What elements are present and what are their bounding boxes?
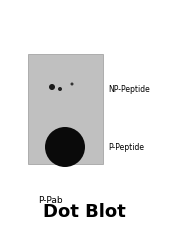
Ellipse shape <box>58 88 62 92</box>
Text: P-Peptide: P-Peptide <box>108 143 144 152</box>
Ellipse shape <box>45 127 85 167</box>
Text: NP-Peptide: NP-Peptide <box>108 85 150 94</box>
Ellipse shape <box>49 85 55 91</box>
Text: P-Pab: P-Pab <box>38 195 63 204</box>
Bar <box>28 55 103 164</box>
Ellipse shape <box>70 83 74 86</box>
Text: Dot Blot: Dot Blot <box>43 202 126 220</box>
